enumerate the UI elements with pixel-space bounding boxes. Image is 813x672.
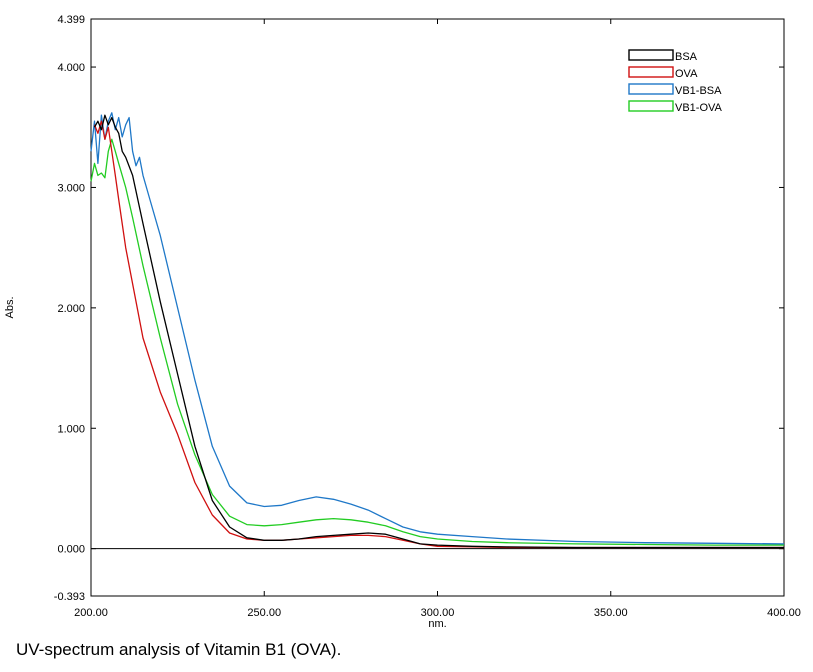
- series-line-bsa: [93, 114, 784, 549]
- y-tick-label: -0.393: [54, 591, 85, 603]
- series-layer: [90, 112, 785, 549]
- x-axis-ticks: 200.00 250.00 300.00 350.00 400.00: [74, 19, 801, 619]
- y-tick-label: 0.000: [57, 544, 85, 556]
- y-tick-label: 3.000: [57, 182, 85, 194]
- legend-entry-label: BSA: [675, 51, 698, 63]
- legend-entry-label: VB1-OVA: [675, 102, 723, 114]
- x-tick-label: 200.00: [74, 607, 108, 619]
- series-line-vb1-ova: [90, 138, 784, 546]
- legend-entry-label: VB1-BSA: [675, 85, 722, 97]
- y-tick-label: 2.000: [57, 303, 85, 315]
- series-line-vb1-bsa: [90, 112, 785, 545]
- x-tick-label: 300.00: [421, 607, 455, 619]
- y-axis-ticks: -0.393 0.000 1.000 2.000 3.000 4.000 4.399: [54, 14, 784, 603]
- figure-caption: UV-spectrum analysis of Vitamin B1 (OVA)…: [16, 640, 342, 659]
- x-axis-label: nm.: [428, 618, 446, 630]
- x-tick-label: 400.00: [767, 607, 801, 619]
- legend-entry-label: OVA: [675, 68, 698, 80]
- uv-spectrum-chart: -0.393 0.000 1.000 2.000 3.000 4.000 4.399 200…: [4, 14, 801, 630]
- y-axis-label: Abs.: [4, 296, 16, 318]
- legend: BSA OVA VB1-BSA VB1-OVA: [628, 49, 723, 114]
- legend-swatch: [628, 49, 674, 61]
- legend-swatch: [628, 83, 674, 95]
- y-tick-label: 4.000: [57, 62, 85, 74]
- y-tick-label: 4.399: [57, 14, 85, 26]
- x-tick-label: 250.00: [247, 607, 281, 619]
- x-tick-label: 350.00: [594, 607, 628, 619]
- series-line-ova: [93, 120, 784, 549]
- legend-swatch: [628, 66, 674, 78]
- y-tick-label: 1.000: [57, 423, 85, 435]
- legend-swatch: [628, 100, 674, 112]
